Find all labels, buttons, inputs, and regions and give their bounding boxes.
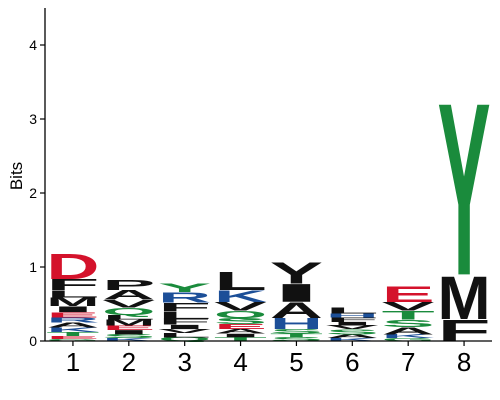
logo-letter-e: E (214, 323, 267, 331)
logo-letter-h: H (326, 313, 379, 319)
logo-letter-v: V (102, 298, 155, 311)
logo-letter-r: R (46, 316, 99, 324)
logo-letter-k: K (214, 287, 267, 305)
logo-letter-l: L (158, 332, 211, 339)
logo-letter-q: Q (214, 309, 267, 320)
logo-letter-s: S (102, 333, 155, 339)
logo-letter-l: L (102, 314, 155, 321)
logo-letter-s: S (270, 336, 323, 342)
logo-letter-t: T (270, 333, 323, 339)
logo-letter-a: A (326, 334, 379, 340)
x-tick-label: 5 (289, 347, 303, 377)
logo-letter-i: I (214, 333, 267, 339)
x-tick-label: 8 (457, 347, 471, 377)
logo-letter-t: T (46, 331, 99, 337)
logo-letter-l: L (158, 310, 211, 321)
logo-letter-a: A (270, 298, 323, 323)
logo-letter-s: S (270, 328, 323, 335)
logo-letter-k: K (46, 327, 100, 334)
logo-letter-y: Y (438, 51, 491, 327)
x-tick-label: 6 (345, 347, 359, 377)
y-tick-label: 1 (29, 259, 37, 275)
x-tick-label: 2 (122, 347, 136, 377)
logo-letter-y: Y (158, 281, 211, 295)
logo-letter-l: L (46, 288, 99, 299)
y-axis-ticks: 0 1 2 3 4 (29, 37, 45, 349)
logo-letter-m: M (46, 295, 99, 309)
logo-letter-i: I (270, 279, 323, 308)
logo-letter-k: K (102, 337, 156, 342)
logo-letter-m: M (102, 318, 155, 327)
logo-letter-l: L (214, 267, 267, 296)
logo-letter-f: F (326, 316, 379, 323)
logo-letter-i: I (158, 324, 211, 331)
x-tick-label: 3 (177, 347, 191, 377)
logo-letter-q: Q (158, 336, 211, 342)
logo-letter-t: T (214, 336, 267, 342)
logo-letter-a: A (214, 328, 267, 335)
logo-letter-v: V (214, 300, 267, 314)
logo-letter-p: P (102, 277, 155, 293)
logo-letter-v: V (158, 328, 212, 334)
logo-letter-a: A (46, 321, 99, 329)
logo-letter-v: V (382, 300, 435, 314)
logo-letter-g: G (46, 338, 99, 341)
logo-letter-e: E (382, 282, 435, 307)
logo-letter-g: G (382, 337, 435, 342)
logo-letter-s: S (214, 317, 267, 326)
logo-letter-i: I (46, 305, 99, 314)
glyph-layer: GETKAREIMLFDKSIEMLQVAPQLVIFLFRYTIAESQVKL… (46, 51, 490, 348)
logo-letter-e: E (102, 324, 155, 331)
x-tick-label: 1 (66, 347, 80, 377)
logo-letter-e: E (46, 335, 99, 340)
logo-letter-l: L (326, 306, 379, 315)
logo-letter-v: V (326, 324, 380, 330)
logo-letter-h: H (270, 316, 323, 333)
logo-letter-r: R (158, 290, 211, 306)
logo-letter-k: K (382, 334, 436, 340)
logo-letter-m: M (438, 264, 491, 333)
x-tick-label: 7 (401, 347, 415, 377)
logo-letter-a: A (382, 325, 435, 336)
y-tick-label: 4 (29, 37, 37, 53)
x-axis-ticks: 1 2 3 4 5 6 7 8 (66, 341, 471, 377)
logo-letter-e: E (46, 311, 99, 319)
logo-letter-y: Y (270, 255, 323, 290)
logo-letter-q: Q (102, 306, 155, 317)
logo-letter-f: F (158, 317, 211, 326)
logo-letter-s: S (382, 318, 435, 329)
logo-letter-f: F (158, 300, 211, 314)
logo-letter-s: S (326, 328, 379, 336)
y-tick-label: 3 (29, 111, 37, 127)
y-tick-label: 2 (29, 185, 37, 201)
logo-letter-k: K (326, 337, 380, 342)
y-axis-title: Bits (7, 162, 26, 190)
y-tick-label: 0 (29, 333, 37, 349)
logo-letter-f: F (46, 276, 99, 293)
logo-letter-d: D (46, 247, 99, 287)
logo-letter-i: I (326, 321, 379, 327)
logo-letter-t: T (382, 309, 435, 323)
logo-letter-i: I (102, 329, 155, 336)
x-tick-label: 4 (233, 347, 247, 377)
logo-letter-a: A (102, 288, 155, 303)
